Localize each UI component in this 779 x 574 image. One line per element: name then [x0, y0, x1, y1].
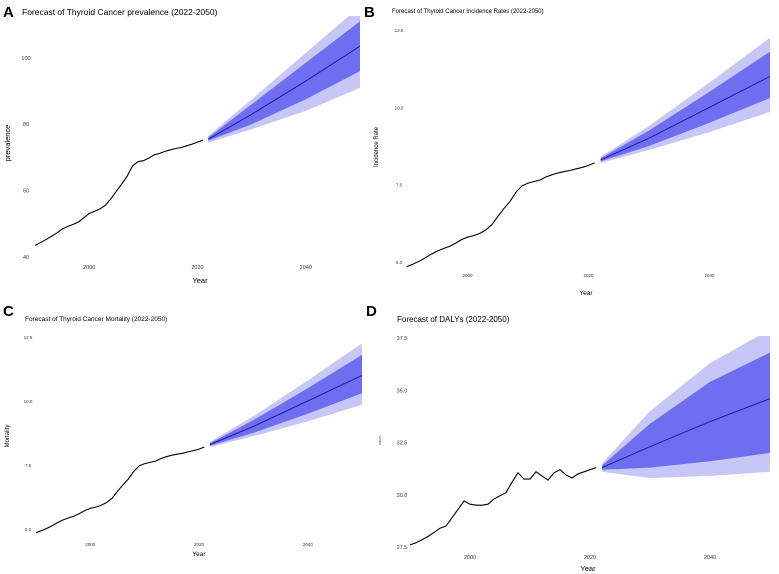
panel-d-ylabel: DALYs	[378, 435, 382, 445]
panel-c-history-line	[35, 446, 205, 534]
panel-c-title: Forecast of Thyroid Cancer Mortality (20…	[25, 316, 167, 323]
panel-a-title: Forecast of Thyroid Cancer prevalence (2…	[22, 7, 218, 17]
panel-d: D Forecast of DALYs (2022-2050) DALYs Ye…	[366, 303, 771, 573]
panel-d-xtick: 2020	[584, 555, 596, 561]
panel-c-ytick: 12.5	[24, 335, 33, 340]
panel-c-xtick: 2020	[194, 542, 205, 547]
panel-d-ytick: 35.0	[397, 388, 408, 394]
panel-a-ytick: 80	[23, 122, 29, 128]
panel-c-xlabel: Year	[192, 551, 206, 558]
panel-b-ci80-band	[600, 51, 770, 162]
panel-b-ytick: 10.0	[395, 105, 404, 110]
panel-b-xtick: 2020	[583, 273, 594, 278]
panel-d-xlabel: Year	[580, 564, 596, 573]
panel-a-ylabel: prevalence	[3, 125, 12, 162]
panel-b-title: Forecast of Thyroid Cancer Incidence Rat…	[392, 9, 544, 15]
panel-b-xtick: 2000	[462, 273, 473, 278]
panel-a-xlabel: Year	[192, 276, 208, 285]
panel-d-forecast-line	[601, 398, 771, 469]
panel-a-xtick: 2020	[191, 265, 203, 271]
panel-c-ci95-band	[209, 343, 362, 447]
panel-d-title: Forecast of DALYs (2022-2050)	[397, 315, 510, 324]
panel-b-ylabel: Incidence Rate	[374, 126, 380, 167]
panel-letter-b: B	[364, 4, 375, 21]
panel-d-xtick: 2000	[464, 555, 476, 561]
panel-b-forecast-line	[600, 75, 771, 161]
panel-d-ytick: 27.5	[397, 545, 408, 551]
panel-a-ytick: 60	[23, 189, 29, 195]
panel-c-xtick: 2040	[303, 542, 314, 547]
panel-c-ci80-band	[209, 354, 362, 446]
panel-c: C Forecast of Thyroid Cancer Mortality (…	[3, 303, 363, 558]
panel-b-xlabel: Year	[579, 290, 593, 297]
panel-a: A Forecast of Thyroid Cancer prevalence …	[3, 4, 361, 285]
panel-d-ytick: 32.5	[397, 441, 408, 447]
panel-b: B Forecast of Thyroid Cancer Incidence R…	[364, 4, 771, 297]
panel-b-ci95-band	[600, 37, 770, 164]
panel-c-ylabel: Mortality	[5, 425, 11, 448]
panel-letter-a: A	[3, 4, 14, 21]
panel-a-ytick: 100	[21, 56, 30, 62]
panel-d-ci80-band	[602, 352, 770, 470]
panel-b-history-line	[406, 162, 595, 268]
panel-a-xtick: 2040	[300, 265, 312, 271]
panel-a-forecast-line	[208, 45, 361, 140]
panel-letter-c: C	[3, 303, 14, 320]
panel-c-ytick: 7.5	[25, 463, 32, 468]
panel-c-forecast-line	[209, 374, 363, 445]
panel-a-xtick: 2000	[83, 265, 95, 271]
panel-c-ytick: 5.0	[25, 527, 32, 532]
panel-b-xtick: 2040	[704, 273, 715, 278]
panel-d-ytick: 30.0	[397, 493, 408, 499]
panel-b-ytick: 7.5	[396, 183, 403, 188]
panel-letter-d: D	[366, 303, 377, 320]
panel-d-ytick: 37.5	[397, 336, 408, 342]
panel-d-history-line	[409, 467, 597, 546]
panel-c-xtick: 2000	[85, 542, 96, 547]
panel-a-ci80-band	[208, 21, 360, 141]
panel-a-history-line	[34, 139, 204, 246]
panel-c-ytick: 10.0	[24, 399, 33, 404]
panel-d-xtick: 2040	[704, 555, 716, 561]
panel-b-ytick: 12.5	[395, 28, 404, 33]
panel-a-ytick: 40	[23, 255, 29, 261]
panel-b-ytick: 5.0	[396, 260, 403, 265]
